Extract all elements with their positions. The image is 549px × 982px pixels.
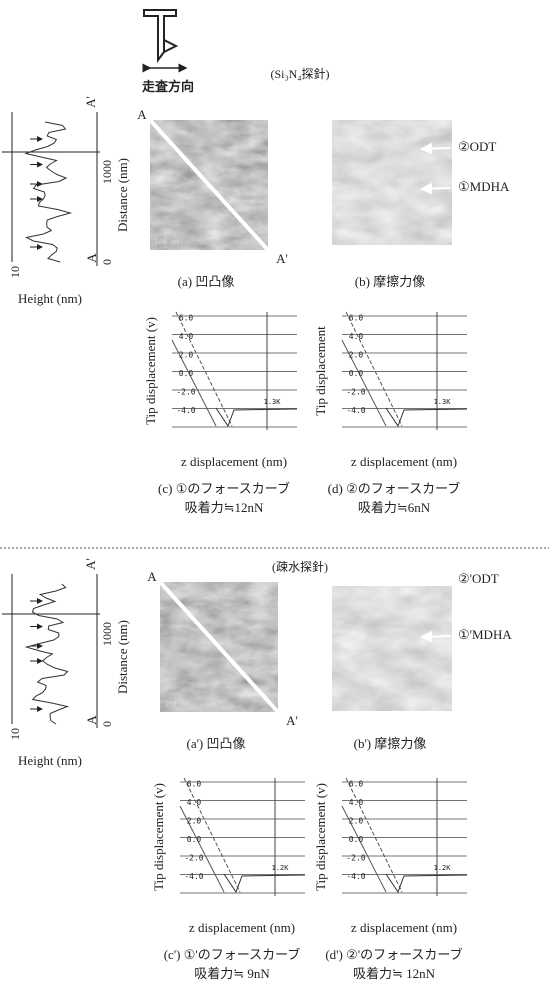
profile-x-label: Height (nm) (18, 753, 82, 768)
friction-image (332, 586, 452, 711)
y-tick-label: 6.0 (187, 780, 202, 789)
y-tick-label: 0.0 (187, 835, 202, 844)
x-axis-label: z displacement (nm) (181, 454, 287, 469)
profile-end-bottom: A (84, 253, 99, 263)
region-label: ①'MDHA (458, 627, 512, 642)
profile-tick: 10 (8, 266, 22, 278)
curve (171, 339, 217, 427)
curve (215, 407, 298, 428)
scale-label: 500 nm (154, 238, 179, 246)
curve (345, 777, 403, 893)
curve (385, 873, 468, 894)
annotation: 1.3K (264, 398, 282, 406)
y-axis-label: Tip displacement (313, 326, 328, 416)
profile-tick: 0 (100, 721, 114, 727)
y-tick-label: 4.0 (349, 798, 364, 807)
caption: (c) ①のフォースカーブ (158, 481, 290, 496)
profile-x-label: Height (nm) (18, 291, 82, 306)
y-tick-label: -4.0 (176, 406, 195, 415)
label-arrow (420, 142, 451, 155)
curve (179, 805, 225, 893)
y-tick-label: -4.0 (184, 872, 203, 881)
region-label: ②ODT (458, 139, 496, 154)
label-arrow (420, 574, 451, 587)
caption: (b) 摩擦力像 (355, 274, 425, 289)
adhesion: 吸着力≒6nN (358, 500, 431, 515)
y-tick-label: 6.0 (349, 314, 364, 323)
caption: (a) 凹凸像 (178, 274, 235, 289)
profile-curve (24, 583, 70, 725)
y-axis-label: Tip displacement (v) (151, 783, 166, 891)
x-axis-label: z displacement (nm) (351, 920, 457, 935)
corner-end: A' (286, 713, 298, 728)
curve (341, 339, 387, 427)
curve (175, 311, 233, 427)
curve (183, 777, 241, 893)
curve (341, 805, 387, 893)
y-axis-label: Tip displacement (v) (143, 317, 158, 425)
y-tick-label: 0.0 (179, 369, 194, 378)
y-tick-label: -2.0 (176, 388, 195, 397)
annotation: 1.2K (434, 864, 452, 872)
probe-label: (Si₃N₄探針) (270, 66, 329, 81)
x-axis-label: z displacement (nm) (189, 920, 295, 935)
profile-tick: 1000 (100, 622, 114, 646)
caption: (b') 摩擦力像 (354, 736, 427, 751)
profile-end-top: A' (83, 96, 98, 108)
section-line (158, 580, 280, 714)
annotation: 1.3K (434, 398, 452, 406)
curve (223, 873, 306, 894)
label-arrow (420, 630, 451, 643)
y-tick-label: -2.0 (346, 854, 365, 863)
corner-start: A (137, 107, 147, 122)
profile-y-label: Distance (nm) (115, 158, 130, 232)
profile-end-top: A' (83, 558, 98, 570)
caption: (c') ①'のフォースカーブ (164, 947, 301, 962)
curve (345, 311, 403, 427)
y-tick-label: 4.0 (179, 332, 194, 341)
scale-label: 100 nm (164, 700, 189, 708)
y-tick-label: -4.0 (346, 406, 365, 415)
profile-tick: 10 (8, 728, 22, 740)
region-label: ①MDHA (458, 179, 510, 194)
y-tick-label: -2.0 (184, 854, 203, 863)
friction-image (332, 120, 452, 245)
corner-start: A (147, 569, 157, 584)
y-tick-label: -4.0 (346, 872, 365, 881)
profile-end-bottom: A (84, 715, 99, 725)
profile-tick: 1000 (100, 160, 114, 184)
caption: (d') ②'のフォースカーブ (325, 947, 462, 962)
y-tick-label: 0.0 (349, 369, 364, 378)
region-label: ②'ODT (458, 571, 499, 586)
adhesion: 吸着力≒ 12nN (353, 966, 436, 981)
y-tick-label: 0.0 (349, 835, 364, 844)
section-line (148, 118, 270, 252)
y-tick-label: 2.0 (349, 817, 364, 826)
profile-tick: 0 (100, 259, 114, 265)
y-tick-label: 4.0 (187, 798, 202, 807)
y-tick-label: 6.0 (179, 314, 194, 323)
annotation: 1.2K (272, 864, 290, 872)
profile-y-label: Distance (nm) (115, 620, 130, 694)
probe-icon (142, 9, 188, 73)
y-tick-label: 4.0 (349, 332, 364, 341)
adhesion: 吸着力≒12nN (185, 500, 264, 515)
x-axis-label: z displacement (nm) (351, 454, 457, 469)
corner-end: A' (276, 251, 288, 266)
y-tick-label: 2.0 (187, 817, 202, 826)
label-arrow (420, 182, 451, 195)
y-tick-label: 2.0 (179, 351, 194, 360)
probe-label: (疎水探針) (272, 559, 328, 574)
scan-direction: 走査方向 (142, 79, 194, 94)
profile-curve (24, 121, 73, 263)
adhesion: 吸着力≒ 9nN (194, 966, 270, 981)
y-tick-label: 6.0 (349, 780, 364, 789)
caption: (a') 凹凸像 (186, 736, 245, 751)
caption: (d) ②のフォースカーブ (328, 481, 461, 496)
y-tick-label: -2.0 (346, 388, 365, 397)
y-axis-label: Tip displacement (v) (313, 783, 328, 891)
y-tick-label: 2.0 (349, 351, 364, 360)
curve (385, 407, 468, 428)
